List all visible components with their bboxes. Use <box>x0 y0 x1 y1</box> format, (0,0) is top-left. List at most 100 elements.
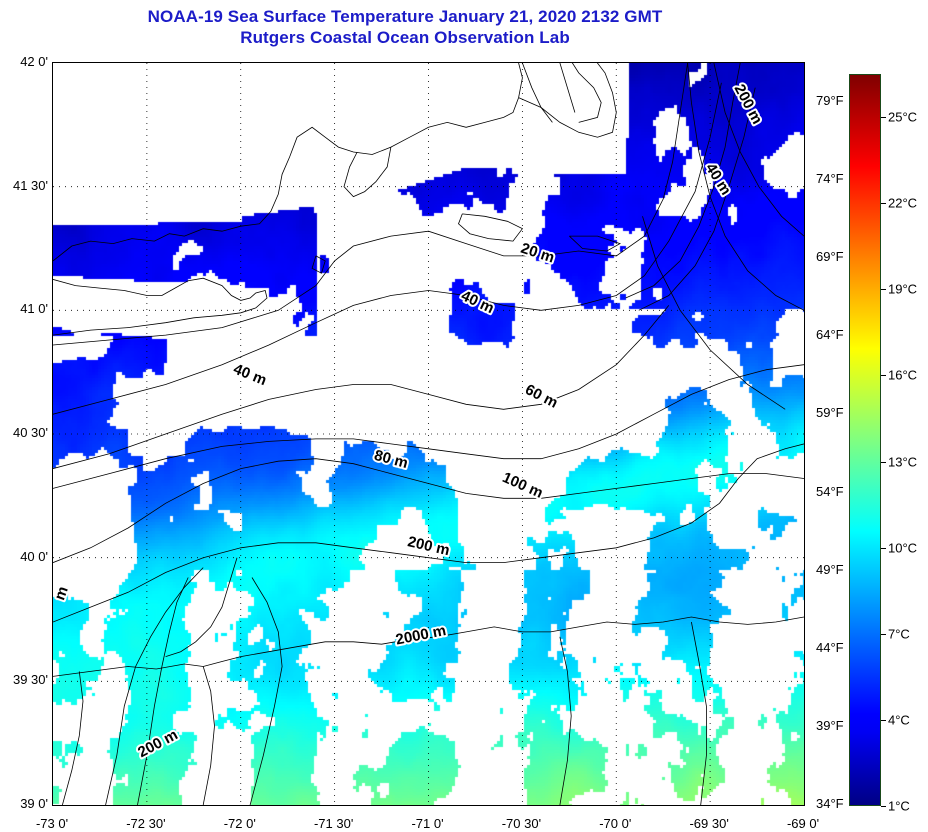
lat-tick-major <box>52 187 53 188</box>
lat-tick-minor <box>52 409 53 410</box>
lon-tick-major-top <box>616 62 617 63</box>
colorbar-tick <box>881 719 886 721</box>
fahrenheit-label: 49°F <box>816 561 844 577</box>
lon-label: -73 0' <box>35 816 69 831</box>
lon-tick-major-top <box>522 62 523 63</box>
colorbar-label: 10°C <box>888 540 918 556</box>
svg-text:20 m: 20 m <box>519 240 557 267</box>
lat-tick-major <box>52 434 53 435</box>
colorbar-label: 1°C <box>888 798 910 814</box>
lat-tick-minor <box>52 360 53 361</box>
svg-text:200 m: 200 m <box>731 82 766 128</box>
lat-tick-minor <box>52 162 53 163</box>
lon-tick-minor-top <box>128 62 129 63</box>
colorbar-label: 19°C <box>888 281 918 297</box>
svg-text:2000 m: 2000 m <box>394 622 447 648</box>
lat-tick-minor <box>52 657 53 658</box>
lon-tick-minor-top <box>766 62 767 63</box>
page-title: NOAA-19 Sea Surface Temperature January … <box>0 6 810 48</box>
lon-tick-minor-top <box>410 62 411 63</box>
fahrenheit-label: 44°F <box>816 639 844 655</box>
colorbar-label: 7°C <box>888 626 910 642</box>
lat-tick-major <box>52 558 53 559</box>
bathymetry-contour-label: 20 m20 m <box>517 238 559 269</box>
lon-tick-major-top <box>53 62 54 63</box>
lon-tick-minor-top <box>203 62 204 63</box>
lat-tick-minor <box>52 236 53 237</box>
lat-tick-minor <box>52 335 53 336</box>
lon-tick-major-top <box>335 62 336 63</box>
lon-tick-minor-top <box>673 62 674 63</box>
lat-tick-minor <box>52 286 53 287</box>
svg-text:100 m: 100 m <box>500 469 546 502</box>
lat-label: 42 0' <box>20 54 48 69</box>
fahrenheit-label: 34°F <box>816 796 844 811</box>
lon-tick-minor-top <box>579 62 580 63</box>
colorbar-tick <box>881 117 886 119</box>
lat-label: 41 0' <box>20 301 48 317</box>
sst-map-plot[interactable]: 20 m 20 m 40 m 40 m 40 m 40 m 40 m 40 m 200 m 200… <box>52 62 805 806</box>
lat-tick-minor <box>52 112 53 113</box>
lon-tick-minor-top <box>785 62 786 63</box>
lat-label: 39 0' <box>20 796 48 811</box>
lon-label: -70 0' <box>599 816 632 831</box>
svg-text:80 m: 80 m <box>372 447 409 472</box>
lon-tick-minor-top <box>372 62 373 63</box>
lon-label: -70 30' <box>501 816 542 831</box>
lon-tick-minor-top <box>691 62 692 63</box>
svg-text:40 m: 40 m <box>458 287 496 317</box>
svg-text:m: m <box>53 584 72 602</box>
lat-tick-minor <box>52 508 53 509</box>
colorbar-tick <box>881 547 886 549</box>
fahrenheit-label: 74°F <box>816 171 844 187</box>
lon-tick-minor-top <box>654 62 655 63</box>
bathymetry-contour-label: 80 m80 m <box>370 445 411 474</box>
svg-text:40 m: 40 m <box>702 160 735 198</box>
colorbar: 25°C 22°C 19°C 16°C 13°C 10°C 7°C 4°C 1°C <box>849 74 917 814</box>
lon-tick-minor-top <box>635 62 636 63</box>
lon-tick-minor-top <box>91 62 92 63</box>
svg-text:40 m: 40 m <box>231 361 269 390</box>
fahrenheit-label: 54°F <box>816 483 844 499</box>
lon-tick-minor-top <box>391 62 392 63</box>
lon-tick-minor-top <box>597 62 598 63</box>
fahrenheit-label: 59°F <box>816 405 844 421</box>
lon-tick-minor-top <box>109 62 110 63</box>
lon-tick-minor-top <box>166 62 167 63</box>
fahrenheit-label: 64°F <box>816 327 844 343</box>
lat-tick-minor <box>52 459 53 460</box>
lat-label: 41 30' <box>12 177 48 193</box>
lat-tick-minor <box>52 632 53 633</box>
colorbar-tick <box>881 203 886 205</box>
lon-tick-minor-top <box>184 62 185 63</box>
lon-tick-minor-top <box>222 62 223 63</box>
lon-tick-minor-top <box>297 62 298 63</box>
lon-tick-minor-top <box>729 62 730 63</box>
lat-tick-major <box>52 310 53 311</box>
bathymetry-contour-label: mm <box>53 582 74 604</box>
lon-label: -72 0' <box>223 816 256 831</box>
lat-label: 40 30' <box>12 425 48 440</box>
colorbar-tick <box>881 806 886 807</box>
lat-tick-minor <box>52 607 53 608</box>
lon-label: -71 30' <box>313 816 354 831</box>
colorbar-label: 16°C <box>888 367 918 383</box>
fahrenheit-label: 69°F <box>816 249 844 265</box>
lon-label: -72 30' <box>126 816 166 831</box>
lon-tick-minor-top <box>560 62 561 63</box>
lat-tick-minor <box>52 582 53 583</box>
lon-label: -69 30' <box>689 816 729 831</box>
lon-tick-minor-top <box>260 62 261 63</box>
lat-label: 40 0' <box>20 548 48 564</box>
title-line-secondary: Rutgers Coastal Ocean Observation Lab <box>240 28 570 47</box>
colorbar-tick <box>881 289 886 291</box>
lat-tick-minor <box>52 533 53 534</box>
lat-label: 39 30' <box>12 672 48 688</box>
lon-tick-minor-top <box>353 62 354 63</box>
lon-tick-minor-top <box>541 62 542 63</box>
lon-tick-major-top <box>147 62 148 63</box>
lat-tick-minor <box>52 706 53 707</box>
